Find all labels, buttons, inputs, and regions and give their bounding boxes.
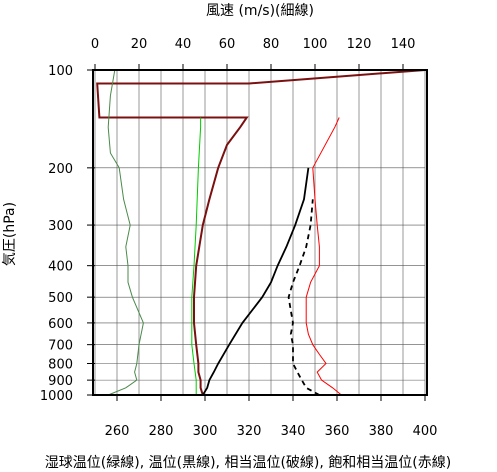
top-tick-label: 120 bbox=[347, 37, 372, 52]
left-tick-label: 800 bbox=[48, 358, 73, 373]
top-tick-label: 0 bbox=[91, 37, 99, 52]
left-tick-label: 200 bbox=[48, 162, 73, 177]
left-axis-title: 気圧(hPa) bbox=[2, 202, 18, 266]
left-tick-label: 300 bbox=[48, 219, 73, 234]
top-tick-label: 100 bbox=[303, 37, 328, 52]
left-tick-label: 100 bbox=[48, 64, 73, 79]
bottom-tick-label: 380 bbox=[369, 424, 394, 439]
series-equivalent-potential-temperature bbox=[202, 167, 310, 396]
bottom-tick-label: 320 bbox=[237, 424, 262, 439]
left-tick-label: 400 bbox=[48, 260, 73, 275]
bottom-axis-title: 湿球温位(緑線), 温位(黒線), 相当温位(破線), 飽和相当温位(赤線) bbox=[45, 454, 451, 471]
top-tick-label: 80 bbox=[263, 37, 280, 52]
series-wind-speed bbox=[96, 69, 426, 396]
series-wet-bulb-potential-temperature bbox=[107, 69, 144, 396]
left-tick-label: 1000 bbox=[40, 389, 73, 404]
bottom-tick-label: 340 bbox=[281, 424, 306, 439]
grid bbox=[94, 69, 426, 396]
left-tick-label: 600 bbox=[48, 317, 73, 332]
plot-frame bbox=[92, 69, 428, 396]
top-tick-label: 20 bbox=[131, 37, 148, 52]
bottom-tick-label: 280 bbox=[149, 424, 174, 439]
left-tick-label: 900 bbox=[48, 374, 73, 389]
top-tick-label: 140 bbox=[391, 37, 416, 52]
top-axis-ticks: 0 20 40 60 80 100 120 140 bbox=[91, 37, 416, 70]
left-tick-label: 700 bbox=[48, 339, 73, 354]
bottom-tick-label: 300 bbox=[193, 424, 218, 439]
bottom-axis-ticks: 260 280 300 320 340 360 380 400 bbox=[105, 395, 438, 439]
series-layer bbox=[96, 69, 426, 396]
series-saturated-equivalent-potential-temperature-red bbox=[305, 117, 342, 396]
series-potential-temperature bbox=[191, 117, 202, 395]
bottom-tick-label: 360 bbox=[325, 424, 350, 439]
bottom-tick-label: 260 bbox=[105, 424, 130, 439]
bottom-tick-label: 400 bbox=[413, 424, 438, 439]
top-tick-label: 60 bbox=[219, 37, 236, 52]
left-tick-label: 500 bbox=[48, 291, 73, 306]
series-saturated-equivalent-potential-temperature bbox=[287, 199, 320, 396]
top-axis-title: 風速 (m/s)(細線) bbox=[206, 3, 314, 19]
top-tick-label: 40 bbox=[175, 37, 192, 52]
